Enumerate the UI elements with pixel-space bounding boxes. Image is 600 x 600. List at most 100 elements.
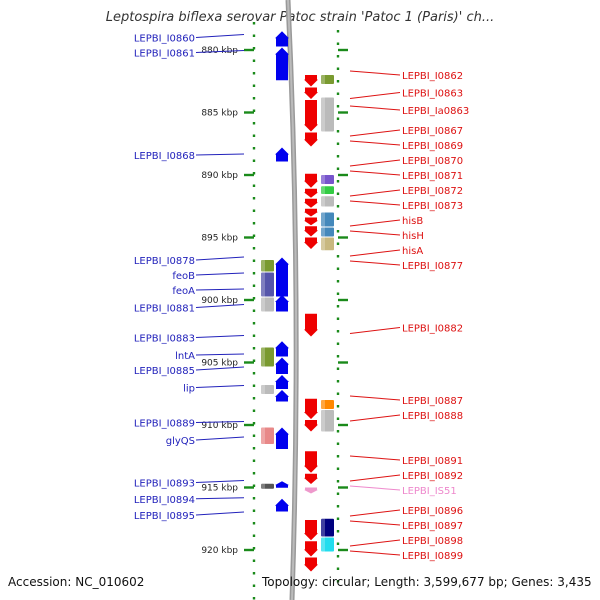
right-gene-label: LEPBI_I0862	[402, 71, 463, 82]
right-gene-label: LEPBI_I0892	[402, 471, 463, 482]
left-gene-label: LEPBI_I0885	[134, 366, 195, 377]
forward-annotation-block	[261, 427, 274, 444]
reverse-annotation-block	[321, 97, 334, 132]
scale-tick-label: 885 kbp	[201, 109, 238, 119]
forward-gene-arrow	[275, 47, 289, 81]
right-leader-line	[349, 550, 401, 556]
right-leader-line	[349, 200, 401, 206]
reverse-annotation-block-shine	[321, 237, 325, 251]
scale-tick-label: 920 kbp	[201, 546, 238, 556]
reverse-gene-arrow	[304, 75, 318, 87]
reverse-gene-arrow	[304, 420, 318, 432]
reverse-annotation-block	[321, 227, 334, 237]
reverse-annotation-block	[321, 186, 334, 194]
right-gene-label: hisB	[402, 216, 423, 227]
forward-annotation-block	[261, 272, 274, 297]
reverse-annotation-block-shine	[321, 75, 325, 84]
reverse-annotation-block	[321, 237, 334, 251]
right-gene-label: LEPBI_I0873	[402, 201, 463, 212]
scale-tick-label: 915 kbp	[201, 484, 238, 494]
map-title: Leptospira biflexa serovar Patoc strain …	[105, 10, 495, 25]
reverse-annotation-block	[321, 212, 334, 227]
scale-tick-label: 895 kbp	[201, 234, 238, 244]
left-leader-line	[195, 153, 245, 156]
reverse-gene-arrow	[304, 208, 318, 217]
forward-annotation-block	[261, 260, 274, 272]
right-leader-line	[349, 395, 401, 401]
right-gene-label: LEPBI_Ia0863	[402, 106, 469, 117]
reverse-gene-arrow	[304, 237, 318, 249]
reverse-annotation-block-shine	[321, 227, 325, 237]
left-gene-label: feoA	[172, 286, 195, 297]
reverse-gene-arrow	[304, 100, 318, 132]
reverse-annotation-block	[321, 175, 334, 184]
reverse-gene-arrow	[304, 198, 318, 208]
left-gene-label: LEPBI_I0895	[134, 511, 195, 522]
left-leader-line	[195, 366, 245, 371]
left-gene-label: glyQS	[166, 436, 195, 447]
forward-annotation-block-shine	[261, 260, 265, 272]
right-gene-label: LEPBI_I0897	[402, 521, 463, 532]
left-leader-line	[195, 353, 245, 356]
left-leader-line	[195, 256, 245, 261]
left-leader-line	[195, 304, 245, 308]
right-leader-line	[349, 140, 401, 146]
left-leader-line	[195, 497, 245, 500]
forward-gene-arrow	[275, 295, 289, 312]
right-leader-line	[349, 455, 401, 461]
forward-gene-arrow	[275, 31, 289, 47]
reverse-annotation-block-shine	[321, 212, 325, 227]
right-leader-line	[349, 129, 401, 137]
left-gene-label: LEPBI_I0881	[134, 304, 195, 315]
left-leader-line	[195, 34, 245, 38]
left-leader-line	[195, 288, 245, 291]
right-gene-label: LEPBI_I0877	[402, 261, 463, 272]
right-leader-line	[349, 170, 401, 176]
forward-annotation-block-shine	[261, 347, 265, 367]
left-gene-label: LEPBI_I0860	[134, 34, 195, 45]
right-leader-line	[349, 189, 401, 197]
right-leader-line	[349, 485, 401, 491]
reverse-annotation-block	[321, 410, 334, 432]
right-leader-line	[349, 474, 401, 482]
left-gene-label: lip	[183, 384, 195, 395]
left-leader-line	[195, 385, 245, 388]
reverse-annotation-block-shine	[321, 175, 325, 184]
scale-tick-label: 905 kbp	[201, 359, 238, 369]
forward-annotation-block	[261, 385, 274, 394]
right-leader-line	[349, 70, 401, 76]
right-gene-label: LEPBI_I0898	[402, 536, 463, 547]
forward-annotation-block-shine	[261, 385, 265, 394]
forward-gene-arrow	[275, 390, 289, 402]
reverse-gene-arrow	[304, 226, 318, 237]
left-gene-label: LEPBI_I0889	[134, 419, 195, 430]
left-leader-line	[195, 272, 245, 276]
right-leader-line	[349, 509, 401, 517]
scale-tick-label: 910 kbp	[201, 421, 238, 431]
forward-annotation-block-shine	[261, 272, 265, 297]
forward-gene-arrow	[275, 427, 289, 449]
genome-backbone-highlight	[287, 0, 298, 600]
reverse-gene-arrow	[304, 451, 318, 473]
reverse-annotation-block	[321, 75, 334, 84]
right-gene-label: hisH	[402, 231, 424, 242]
right-leader-line	[349, 520, 401, 526]
axis-layer: 880 kbp 885 kbp 890 kbp 895 kbp 900 kbp 905 k…	[201, 0, 348, 600]
reverse-gene-arrow	[304, 541, 318, 557]
right-gene-label: LEPBI_I0872	[402, 186, 463, 197]
left-leader-line	[195, 480, 245, 483]
reverse-annotation-block-shine	[321, 97, 325, 132]
left-leader-line	[195, 421, 245, 423]
forward-annotation-block	[261, 483, 274, 489]
right-gene-label: LEPBI_I0871	[402, 171, 463, 182]
right-leader-line	[349, 539, 401, 547]
reverse-gene-arrow	[304, 557, 318, 572]
reverse-gene-arrow	[304, 217, 318, 226]
reverse-gene-arrow	[304, 398, 318, 419]
forward-gene-arrow	[275, 481, 289, 488]
left-leader-line	[195, 436, 245, 441]
right-gene-label: hisA	[402, 246, 423, 257]
reverse-gene-arrow	[304, 313, 318, 337]
left-gene-label: LEPBI_I0878	[134, 256, 195, 267]
